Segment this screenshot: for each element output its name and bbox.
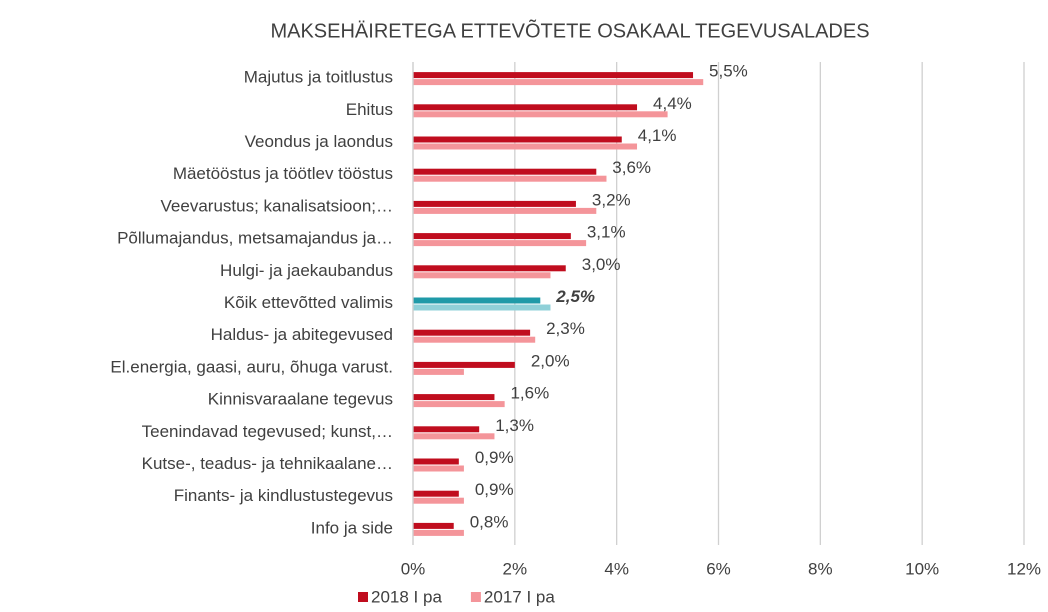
bar xyxy=(413,329,531,336)
y-tick-label: Majutus ja toitlustus xyxy=(244,68,393,87)
y-tick-label: Kutse-, teadus- ja tehnikaalane… xyxy=(142,454,393,473)
data-label: 3,2% xyxy=(592,190,631,209)
x-tick-label: 10% xyxy=(905,559,939,578)
bar xyxy=(413,458,459,465)
data-label: 4,4% xyxy=(653,94,692,113)
y-tick-label: Veondus ja laondus xyxy=(245,132,393,151)
bar xyxy=(413,168,597,175)
bar xyxy=(413,368,464,375)
data-label: 0,9% xyxy=(475,480,514,499)
x-tick-label: 6% xyxy=(706,559,731,578)
bar xyxy=(413,529,464,536)
bar xyxy=(413,426,480,433)
x-tick-label: 4% xyxy=(604,559,629,578)
y-tick-label: Kõik ettevõtted valimis xyxy=(224,293,393,312)
data-label: 3,1% xyxy=(587,223,626,242)
bar xyxy=(413,104,638,111)
bar xyxy=(413,490,459,497)
data-label: 5,5% xyxy=(709,62,748,81)
x-tick-label: 8% xyxy=(808,559,833,578)
y-tick-label: Ehitus xyxy=(346,100,393,119)
data-label: 2,0% xyxy=(531,351,570,370)
y-tick-label: Mäetööstus ja töötlev tööstus xyxy=(173,164,393,183)
bar xyxy=(413,304,551,311)
bar xyxy=(413,401,505,408)
data-label: 1,3% xyxy=(495,416,534,435)
bar xyxy=(413,143,638,150)
data-label: 3,0% xyxy=(582,255,621,274)
legend-label: 2018 I pa xyxy=(371,587,442,606)
bar xyxy=(413,79,704,86)
data-label: 3,6% xyxy=(612,158,651,177)
bar xyxy=(413,136,622,143)
x-tick-label: 0% xyxy=(401,559,426,578)
bar xyxy=(413,361,515,368)
bar xyxy=(413,433,495,440)
bar xyxy=(413,297,541,304)
bar xyxy=(413,233,571,240)
data-label: 0,8% xyxy=(470,512,509,531)
y-tick-label: Info ja side xyxy=(311,518,393,537)
data-label: 1,6% xyxy=(510,384,549,403)
bar xyxy=(413,240,587,247)
bar xyxy=(413,111,668,118)
bar xyxy=(413,394,495,401)
bar xyxy=(413,72,694,79)
y-tick-label: Haldus- ja abitegevused xyxy=(211,325,393,344)
y-tick-label: Finants- ja kindlustustegevus xyxy=(174,486,393,505)
legend-swatch xyxy=(470,592,481,602)
x-tick-label: 2% xyxy=(503,559,528,578)
bar xyxy=(413,272,551,279)
bar xyxy=(413,336,536,343)
data-label: 4,1% xyxy=(638,126,677,145)
chart-title: MAKSEHÄIRETEGA ETTEVÕTETE OSAKAAL TEGEVU… xyxy=(270,18,869,42)
y-tick-label: Hulgi- ja jaekaubandus xyxy=(220,261,393,280)
bar xyxy=(413,522,454,529)
x-tick-label: 12% xyxy=(1007,559,1041,578)
bar xyxy=(413,465,464,472)
bar xyxy=(413,175,607,182)
bar xyxy=(413,207,597,214)
data-label: 0,9% xyxy=(475,448,514,467)
data-label: 2,3% xyxy=(546,319,585,338)
legend-label: 2017 I pa xyxy=(484,587,555,606)
y-tick-label: Teenindavad tegevused; kunst,… xyxy=(142,422,393,441)
y-tick-label: Kinnisvaraalane tegevus xyxy=(208,390,393,409)
legend-swatch xyxy=(358,592,368,602)
y-tick-label: El.energia, gaasi, auru, õhuga varust. xyxy=(110,357,393,376)
data-label: 2,5% xyxy=(555,287,595,306)
bar xyxy=(413,497,464,504)
bar xyxy=(413,265,566,272)
y-tick-label: Veevarustus; kanalisatsioon;… xyxy=(161,196,393,215)
bar xyxy=(413,200,576,207)
y-tick-label: Põllumajandus, metsamajandus ja… xyxy=(117,229,393,248)
